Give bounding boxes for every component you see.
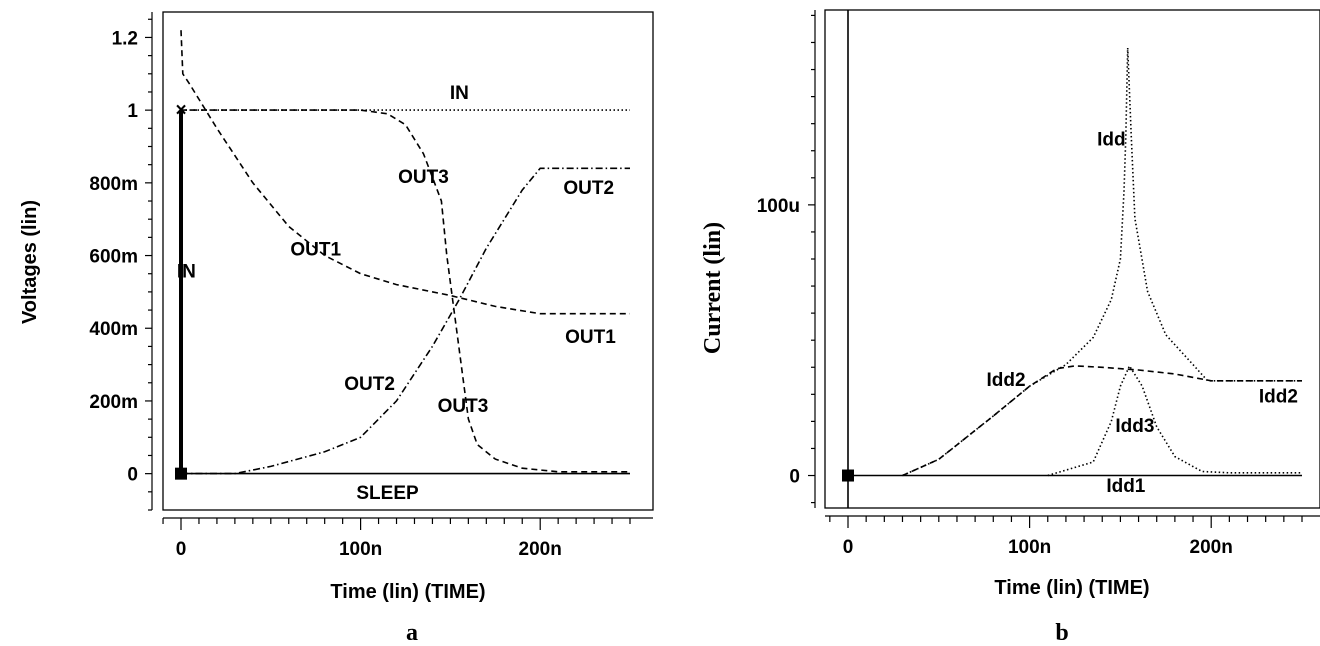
y-tick-label: 400m [89, 319, 138, 340]
series-group: × [175, 30, 630, 480]
series-label: IN [177, 261, 196, 282]
series-label: OUT3 [398, 167, 449, 188]
series-label: Idd [1097, 129, 1126, 150]
x-axis-title: Time (lin) (TIME) [330, 581, 485, 603]
y-tick-label: 200m [89, 392, 138, 413]
series-out3-line [181, 109, 630, 473]
origin-marker [842, 469, 854, 482]
series-label: Idd3 [1115, 416, 1154, 437]
x-tick-label: 0 [176, 539, 187, 560]
y-tick-label: 100u [757, 196, 800, 217]
x-tick-label: 200n [519, 539, 562, 560]
panel-letter-a: a [406, 620, 418, 646]
series-out2-line [181, 167, 630, 475]
x-ticks: 0 100n 200n [829, 516, 1303, 558]
series-out1-line [180, 30, 630, 315]
panel-letter-b: b [1055, 620, 1068, 646]
x-tick-label: 100n [1008, 537, 1051, 558]
y-tick-label: 0 [127, 465, 138, 486]
y-ticks: 0 200m 400m 600m 800m 1 1.2 [89, 18, 152, 511]
origin-marker [175, 467, 187, 480]
series-idd-line [902, 47, 1302, 477]
plot-frame [824, 9, 1320, 509]
series-group [842, 10, 1302, 508]
series-label: Idd2 [986, 370, 1025, 391]
x-tick-label: 200n [1190, 537, 1233, 558]
y-axis-title: Current (lin) [700, 222, 726, 354]
series-label: Idd2 [1259, 386, 1298, 407]
y-ticks: 0 100u [757, 14, 815, 504]
x-tick-label: 0 [843, 537, 854, 558]
series-label: OUT2 [344, 374, 395, 395]
series-in-line [180, 109, 630, 474]
series-label: IN [450, 83, 469, 104]
x-axis-title: Time (lin) (TIME) [994, 577, 1149, 599]
y-tick-label: 1 [127, 101, 138, 122]
series-idd3-line [1047, 364, 1302, 477]
voltage-chart: 0 200m 400m 600m 800m 1 1.2 0 100n 200n × IN IN OU… [19, 11, 654, 646]
series-label: OUT1 [565, 327, 616, 348]
series-label: OUT2 [563, 178, 614, 199]
current-chart: 0 100u 0 100n 200n Idd Idd2 Idd2 Idd3 Idd1 Curr… [700, 9, 1320, 646]
x-ticks: 0 100n 200n [162, 518, 631, 560]
series-label: OUT3 [438, 396, 489, 417]
y-tick-label: 600m [89, 247, 138, 268]
cross-marker: × [175, 100, 186, 121]
plot-frame [162, 11, 654, 511]
y-tick-label: 800m [89, 174, 138, 195]
y-axis-title: Voltages (lin) [19, 200, 41, 324]
series-label: Idd1 [1106, 476, 1145, 497]
series-labels: IN IN OUT3 OUT2 OUT1 OUT1 OUT2 OUT3 SLEEP [177, 83, 616, 504]
y-tick-label: 0 [789, 467, 800, 488]
y-tick-label: 1.2 [112, 28, 138, 49]
x-tick-label: 100n [339, 539, 382, 560]
series-labels: Idd Idd2 Idd2 Idd3 Idd1 [986, 129, 1297, 496]
series-label: SLEEP [356, 483, 419, 504]
series-idd2-line [902, 365, 1302, 477]
series-label: OUT1 [290, 240, 341, 261]
